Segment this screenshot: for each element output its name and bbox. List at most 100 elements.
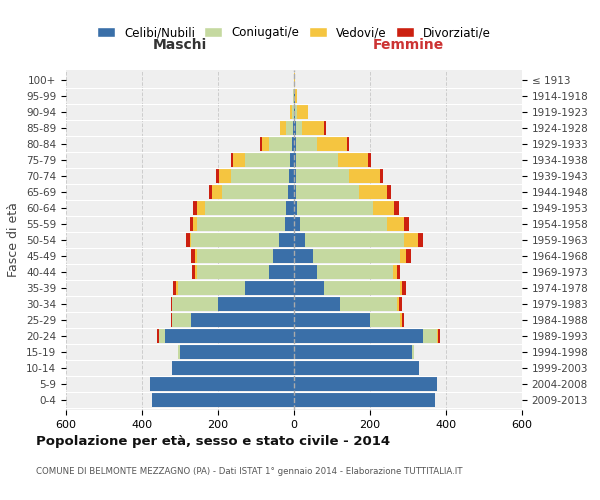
Bar bbox=[195, 249, 197, 263]
Bar bbox=[260, 136, 262, 151]
Bar bbox=[305, 233, 404, 247]
Bar bbox=[219, 169, 230, 183]
Text: Popolazione per età, sesso e stato civile - 2014: Popolazione per età, sesso e stato civil… bbox=[36, 435, 390, 448]
Bar bbox=[289, 185, 294, 199]
Bar bbox=[176, 281, 178, 295]
Bar bbox=[406, 249, 410, 263]
Bar bbox=[286, 201, 294, 215]
Bar bbox=[294, 265, 317, 279]
Bar bbox=[294, 72, 295, 86]
Bar bbox=[191, 233, 279, 247]
Bar bbox=[296, 169, 349, 183]
Bar bbox=[400, 281, 402, 295]
Bar bbox=[313, 249, 400, 263]
Bar bbox=[397, 265, 400, 279]
Bar bbox=[295, 104, 296, 119]
Bar bbox=[359, 185, 387, 199]
Bar bbox=[195, 265, 197, 279]
Bar bbox=[387, 217, 404, 231]
Bar bbox=[209, 185, 212, 199]
Bar bbox=[170, 297, 172, 311]
Bar bbox=[294, 88, 295, 102]
Bar bbox=[294, 120, 296, 135]
Bar bbox=[284, 217, 294, 231]
Bar bbox=[398, 297, 401, 311]
Bar bbox=[222, 185, 289, 199]
Bar bbox=[218, 297, 294, 311]
Bar bbox=[149, 378, 294, 392]
Bar bbox=[404, 217, 409, 231]
Bar bbox=[273, 249, 294, 263]
Bar bbox=[403, 313, 404, 327]
Bar bbox=[269, 136, 292, 151]
Bar bbox=[439, 329, 440, 344]
Bar bbox=[172, 297, 218, 311]
Bar bbox=[347, 136, 349, 151]
Bar bbox=[338, 153, 368, 167]
Bar bbox=[294, 329, 423, 344]
Bar bbox=[317, 136, 347, 151]
Bar bbox=[296, 153, 338, 167]
Bar bbox=[294, 169, 296, 183]
Bar bbox=[290, 104, 292, 119]
Bar bbox=[400, 313, 402, 327]
Bar bbox=[157, 329, 159, 344]
Bar bbox=[212, 185, 222, 199]
Bar bbox=[262, 136, 269, 151]
Bar bbox=[296, 104, 308, 119]
Bar bbox=[340, 297, 397, 311]
Bar bbox=[280, 120, 286, 135]
Bar bbox=[193, 217, 197, 231]
Bar bbox=[172, 313, 191, 327]
Text: COMUNE DI BELMONTE MEZZAGNO (PA) - Dati ISTAT 1° gennaio 2014 - Elaborazione TUT: COMUNE DI BELMONTE MEZZAGNO (PA) - Dati … bbox=[36, 468, 463, 476]
Bar bbox=[245, 281, 294, 295]
Bar bbox=[180, 345, 294, 360]
Bar bbox=[197, 201, 205, 215]
Bar bbox=[294, 394, 434, 407]
Bar bbox=[387, 185, 391, 199]
Bar bbox=[294, 281, 325, 295]
Bar bbox=[294, 297, 340, 311]
Bar bbox=[233, 153, 245, 167]
Bar bbox=[159, 329, 165, 344]
Bar bbox=[294, 249, 313, 263]
Bar bbox=[294, 153, 296, 167]
Bar bbox=[293, 88, 294, 102]
Bar bbox=[400, 249, 406, 263]
Bar bbox=[294, 185, 296, 199]
Bar bbox=[286, 120, 293, 135]
Bar bbox=[292, 104, 294, 119]
Bar bbox=[423, 329, 437, 344]
Bar bbox=[216, 169, 219, 183]
Bar bbox=[292, 136, 294, 151]
Bar bbox=[294, 233, 305, 247]
Text: Femmine: Femmine bbox=[373, 38, 443, 52]
Bar bbox=[296, 136, 317, 151]
Bar bbox=[294, 104, 295, 119]
Bar bbox=[380, 169, 383, 183]
Bar bbox=[191, 249, 195, 263]
Bar bbox=[294, 345, 412, 360]
Bar bbox=[404, 233, 418, 247]
Bar bbox=[294, 136, 296, 151]
Y-axis label: Fasce di età: Fasce di età bbox=[7, 202, 20, 278]
Bar bbox=[397, 297, 398, 311]
Bar bbox=[297, 201, 373, 215]
Bar bbox=[393, 265, 397, 279]
Bar bbox=[302, 120, 325, 135]
Bar bbox=[205, 201, 286, 215]
Bar bbox=[192, 265, 195, 279]
Bar bbox=[172, 361, 294, 376]
Bar bbox=[245, 153, 290, 167]
Bar bbox=[190, 217, 193, 231]
Bar bbox=[294, 378, 437, 392]
Bar bbox=[437, 329, 439, 344]
Bar bbox=[370, 313, 400, 327]
Bar bbox=[294, 201, 297, 215]
Bar bbox=[279, 233, 294, 247]
Bar bbox=[412, 345, 414, 360]
Bar bbox=[317, 265, 393, 279]
Bar bbox=[300, 217, 387, 231]
Bar bbox=[151, 394, 294, 407]
Y-axis label: Anni di nascita: Anni di nascita bbox=[597, 194, 600, 286]
